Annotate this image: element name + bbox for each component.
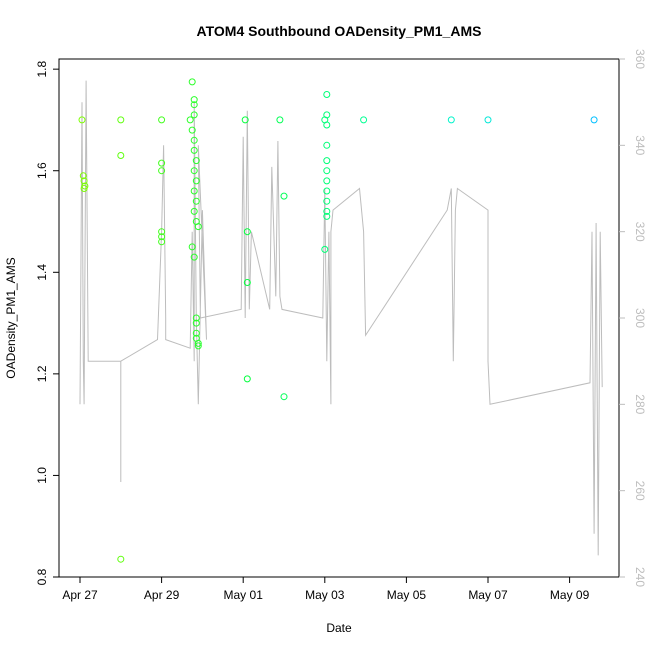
x-tick-label-1: Apr 29 [144, 588, 180, 602]
data-point-49 [323, 141, 331, 149]
data-point-14 [186, 116, 194, 124]
x-tick-label-2: May 01 [224, 588, 264, 602]
y-tick-label-1: 1.0 [35, 467, 49, 484]
data-point-22 [192, 157, 200, 165]
data-point-51 [323, 167, 331, 175]
data-point-11 [158, 228, 166, 236]
y2-tick-label-5: 340 [633, 135, 647, 155]
y2-tick-label-2: 280 [633, 394, 647, 414]
data-point-5 [117, 116, 125, 124]
data-point-44 [280, 393, 288, 401]
data-point-23 [190, 167, 198, 175]
data-point-30 [190, 253, 198, 261]
data-point-46 [323, 91, 331, 98]
data-point-17 [190, 101, 198, 109]
data-point-25 [190, 187, 198, 195]
data-point-16 [190, 96, 198, 104]
data-point-50 [323, 157, 331, 165]
data-point-33 [192, 329, 200, 337]
data-point-24 [192, 177, 200, 185]
data-point-48 [323, 121, 331, 129]
data-point-20 [190, 136, 198, 144]
data-point-9 [158, 159, 166, 167]
data-point-2 [80, 177, 88, 185]
chart-title: ATOM4 Southbound OADensity_PM1_AMS [197, 23, 482, 39]
y-tick-label-4: 1.6 [35, 162, 49, 179]
y2-tick-label-6: 360 [633, 49, 647, 69]
y-tick-label-5: 1.8 [35, 61, 49, 78]
data-point-31 [192, 314, 200, 322]
data-point-0 [78, 116, 86, 124]
data-point-27 [190, 207, 198, 215]
y2-tick-label-0: 240 [633, 567, 647, 587]
data-point-21 [190, 146, 198, 154]
x-tick-label-5: May 07 [468, 588, 508, 602]
data-point-15 [188, 78, 196, 86]
x-tick-label-0: Apr 27 [62, 588, 98, 602]
data-point-6 [117, 152, 125, 159]
x-axis-label: Date [326, 621, 352, 635]
data-point-8 [158, 116, 166, 124]
data-point-13 [158, 238, 166, 246]
data-point-19 [188, 126, 196, 134]
data-point-52 [323, 177, 331, 185]
series-line-right-axis [79, 80, 603, 556]
data-point-40 [243, 279, 251, 286]
y-tick-label-3: 1.4 [35, 264, 49, 281]
data-point-18 [190, 111, 198, 119]
x-tick-label-3: May 03 [305, 588, 345, 602]
data-point-47 [323, 111, 331, 119]
data-point-57 [321, 245, 329, 253]
data-point-4 [81, 182, 89, 190]
data-point-32 [192, 319, 200, 327]
data-point-53 [323, 187, 331, 195]
data-point-54 [323, 197, 331, 205]
data-point-56 [323, 212, 331, 220]
data-point-42 [276, 116, 284, 124]
y-tick-label-2: 1.2 [35, 365, 49, 382]
data-point-1 [79, 172, 87, 180]
x-tick-label-4: May 05 [387, 588, 427, 602]
plot-area: Apr 27 Apr 29 May 01 May 03 May 05 May 07 May … [35, 49, 647, 602]
y2-tick-label-3: 300 [633, 308, 647, 328]
y-tick-label-0: 0.8 [35, 568, 49, 585]
data-point-10 [158, 167, 166, 175]
y2-tick-label-4: 320 [633, 222, 647, 242]
data-point-61 [590, 116, 598, 124]
data-point-60 [484, 116, 492, 124]
data-point-59 [447, 116, 455, 124]
data-point-26 [192, 197, 200, 205]
data-point-35 [194, 339, 202, 347]
y-axis-label: OADensity_PM1_AMS [4, 257, 18, 378]
data-point-38 [241, 116, 249, 124]
data-point-41 [243, 375, 251, 383]
data-point-55 [323, 207, 331, 215]
data-point-43 [280, 192, 288, 200]
data-point-39 [243, 228, 251, 236]
data-point-12 [158, 233, 166, 241]
data-point-29 [194, 223, 202, 231]
data-point-58 [360, 116, 368, 124]
y2-tick-label-1: 260 [633, 481, 647, 501]
x-tick-label-6: May 09 [550, 588, 590, 602]
data-point-7 [117, 555, 125, 563]
data-point-36 [194, 342, 202, 350]
data-point-37 [188, 243, 196, 251]
